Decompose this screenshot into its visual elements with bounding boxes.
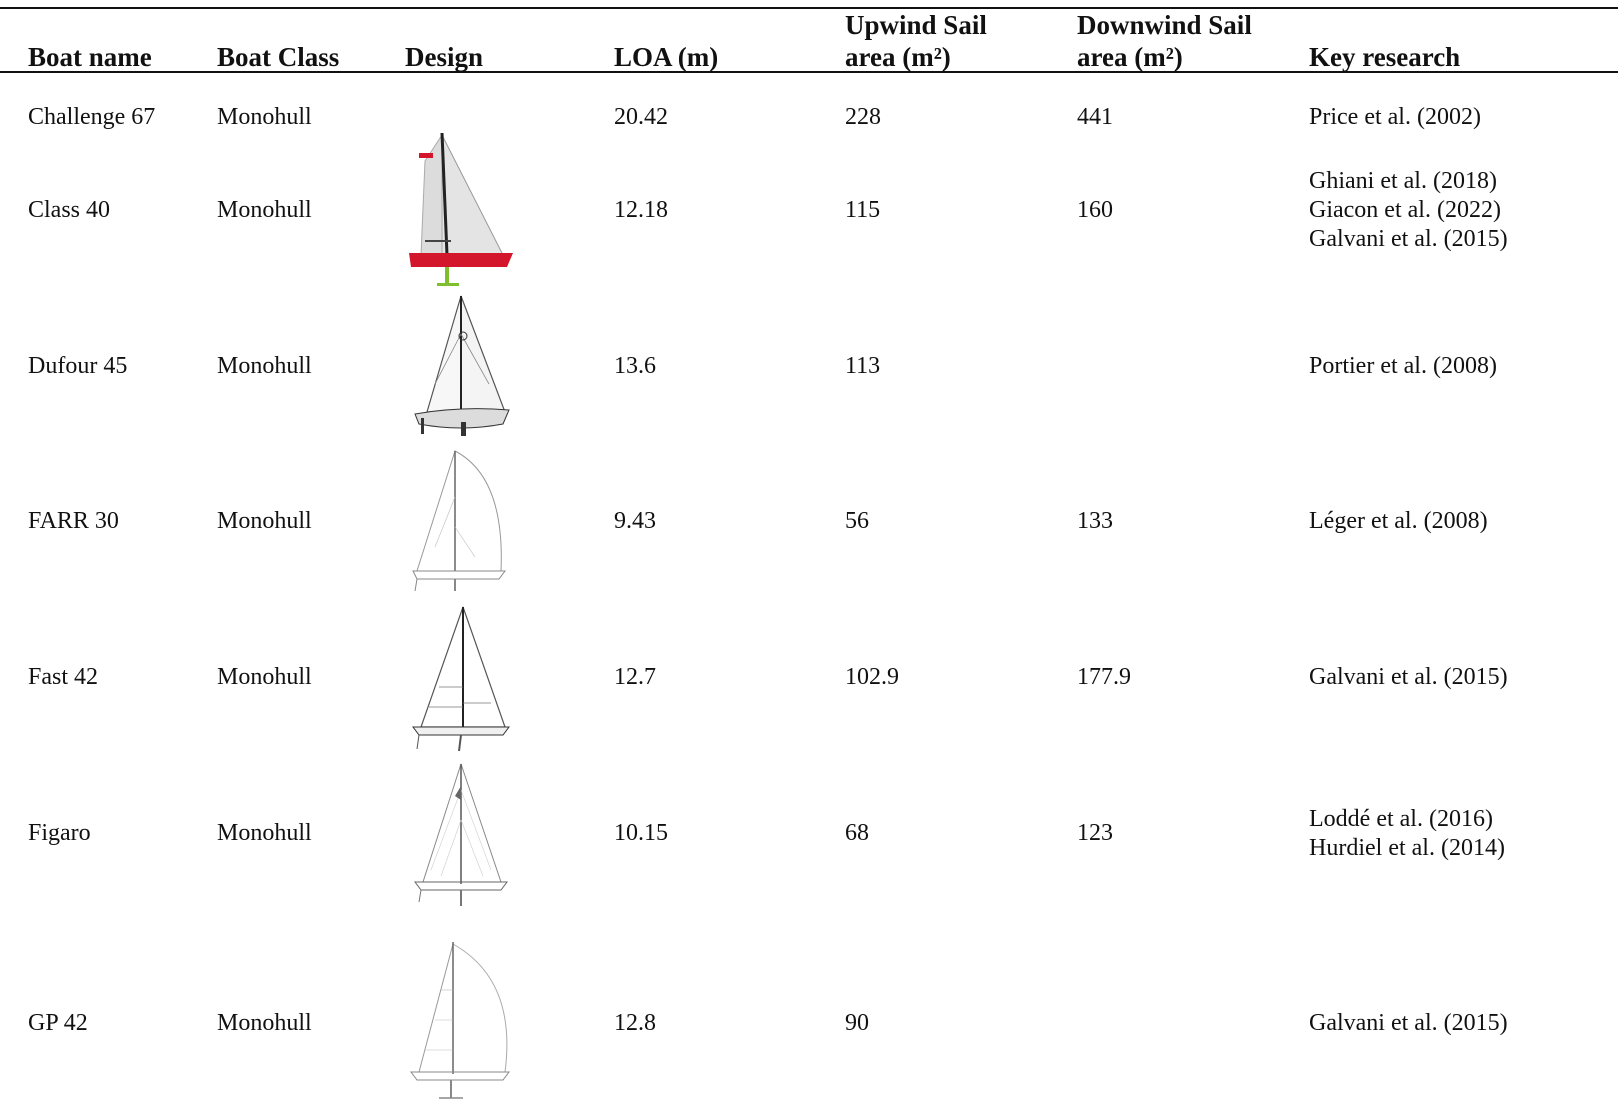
- figaro-sailboat-drawing: [405, 760, 517, 910]
- row-1-boat-name: Class 40: [28, 197, 111, 223]
- row-4-loa: 12.7: [614, 664, 656, 690]
- row-5-loa: 10.15: [614, 820, 668, 846]
- row-5-research: Loddé et al. (2016) Hurdiel et al. (2014…: [1309, 805, 1505, 863]
- row-6-boat-class: Monohull: [217, 1010, 312, 1036]
- row-0-boat-class: Monohull: [217, 104, 312, 130]
- table-top-rule: [0, 7, 1618, 9]
- header-downwind-line2: area (m²): [1077, 42, 1183, 72]
- fast42-sailboat-drawing: [405, 603, 517, 755]
- research-ref: Galvani et al. (2015): [1309, 1010, 1508, 1036]
- row-3-downwind: 133: [1077, 508, 1113, 534]
- row-2-boat-name: Dufour 45: [28, 353, 128, 379]
- research-ref: Price et al. (2002): [1309, 104, 1481, 130]
- research-ref: Loddé et al. (2016): [1309, 806, 1493, 832]
- row-4-boat-name: Fast 42: [28, 664, 99, 690]
- header-downwind-line1: Downwind Sail: [1077, 10, 1252, 40]
- row-3-upwind: 56: [845, 508, 869, 534]
- row-0-boat-name: Challenge 67: [28, 104, 156, 130]
- gp42-sailboat-drawing: [405, 940, 517, 1102]
- row-1-downwind: 160: [1077, 197, 1113, 223]
- research-ref: Galvani et al. (2015): [1309, 226, 1508, 252]
- row-5-upwind: 68: [845, 820, 869, 846]
- row-4-upwind: 102.9: [845, 664, 899, 690]
- header-upwind-line2: area (m²): [845, 42, 951, 72]
- header-upwind-line1: Upwind Sail: [845, 10, 987, 40]
- research-ref: Giacon et al. (2022): [1309, 197, 1501, 223]
- farr30-sailboat-drawing: [405, 447, 517, 595]
- row-6-upwind: 90: [845, 1010, 869, 1036]
- table-header-rule: [0, 71, 1618, 73]
- row-4-research: Galvani et al. (2015): [1309, 663, 1508, 692]
- header-boat-class: Boat Class: [217, 42, 340, 72]
- research-ref: Léger et al. (2008): [1309, 508, 1488, 534]
- row-0-loa: 20.42: [614, 104, 668, 130]
- gp42-drawing-svg: [410, 942, 510, 1099]
- row-6-loa: 12.8: [614, 1010, 656, 1036]
- row-4-boat-class: Monohull: [217, 664, 312, 690]
- row-5-downwind: 123: [1077, 820, 1113, 846]
- row-3-boat-class: Monohull: [217, 508, 312, 534]
- row-0-downwind: 441: [1077, 104, 1113, 130]
- research-ref: Ghiani et al. (2018): [1309, 168, 1497, 194]
- row-3-research: Léger et al. (2008): [1309, 507, 1488, 536]
- row-6-boat-name: GP 42: [28, 1010, 88, 1036]
- dufour45-drawing-svg: [414, 295, 510, 436]
- figaro-drawing-svg: [414, 763, 508, 906]
- farr30-drawing-svg: [412, 450, 506, 592]
- research-ref: Hurdiel et al. (2014): [1309, 835, 1505, 861]
- row-2-upwind: 113: [845, 353, 881, 379]
- row-6-research: Galvani et al. (2015): [1309, 1009, 1508, 1038]
- row-0-research: Price et al. (2002): [1309, 103, 1481, 132]
- class40-sailboat-drawing: [405, 131, 517, 289]
- header-design: Design: [405, 42, 484, 72]
- row-2-research: Portier et al. (2008): [1309, 352, 1497, 381]
- row-1-boat-class: Monohull: [217, 197, 312, 223]
- research-ref: Portier et al. (2008): [1309, 353, 1497, 379]
- row-1-upwind: 115: [845, 197, 881, 223]
- header-loa: LOA (m): [614, 42, 719, 72]
- row-0-upwind: 228: [845, 104, 881, 130]
- row-3-boat-name: FARR 30: [28, 508, 119, 534]
- row-2-boat-class: Monohull: [217, 353, 312, 379]
- row-5-boat-class: Monohull: [217, 820, 312, 846]
- dufour45-sailboat-drawing: [405, 294, 517, 444]
- row-5-boat-name: Figaro: [28, 820, 91, 846]
- row-4-downwind: 177.9: [1077, 664, 1131, 690]
- fast42-drawing-svg: [412, 606, 510, 752]
- header-key-research: Key research: [1309, 42, 1461, 72]
- header-boat-name: Boat name: [28, 42, 152, 72]
- row-1-research: Ghiani et al. (2018) Giacon et al. (2022…: [1309, 167, 1508, 254]
- row-3-loa: 9.43: [614, 508, 656, 534]
- research-ref: Galvani et al. (2015): [1309, 664, 1508, 690]
- row-1-loa: 12.18: [614, 197, 668, 223]
- row-2-loa: 13.6: [614, 353, 656, 379]
- class40-drawing-svg: [409, 132, 513, 286]
